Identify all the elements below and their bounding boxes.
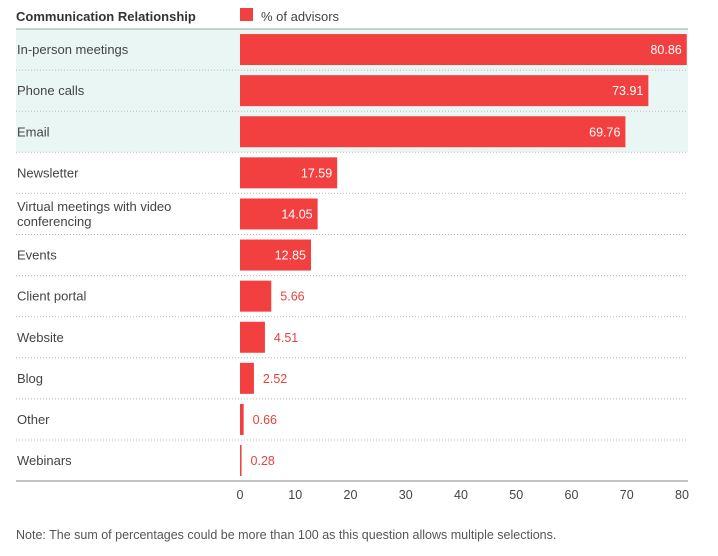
category-label: Phone calls [17, 83, 85, 98]
x-tick-label: 10 [288, 488, 302, 502]
bar [240, 239, 311, 271]
category-label: Webinars [17, 453, 72, 468]
category-label: Client portal [17, 289, 86, 304]
value-label: 12.85 [275, 249, 306, 263]
bar [240, 321, 265, 353]
value-label: 73.91 [612, 84, 643, 98]
value-label: 14.05 [281, 207, 312, 221]
category-label: Virtual meetings with video conferencing [17, 199, 171, 229]
value-label: 69.76 [589, 125, 620, 139]
x-tick-label: 20 [344, 488, 358, 502]
category-label: Other [17, 412, 50, 427]
x-tick-label: 0 [237, 488, 244, 502]
x-tick-label: 30 [399, 488, 413, 502]
x-tick-label: 60 [565, 488, 579, 502]
bar [240, 362, 254, 394]
value-label: 80.86 [650, 43, 681, 57]
value-label: 4.51 [274, 331, 298, 345]
x-tick-label: 80 [675, 488, 689, 502]
x-tick-label: 40 [454, 488, 468, 502]
category-label: In-person meetings [17, 42, 129, 57]
category-label: Email [17, 124, 50, 139]
footnote: Note: The sum of percentages could be mo… [16, 528, 557, 542]
bar [240, 403, 244, 435]
bars [240, 34, 687, 477]
bar [240, 157, 338, 189]
value-label: 2.52 [263, 372, 287, 386]
value-label: 0.28 [251, 454, 275, 468]
category-header: Communication Relationship [16, 9, 196, 24]
category-labels: In-person meetings Phone calls Email Newsle… [17, 42, 171, 468]
value-label: 0.66 [253, 413, 277, 427]
value-label: 17.59 [301, 166, 332, 180]
category-label: Newsletter [17, 165, 79, 180]
category-label: Events [17, 248, 57, 263]
legend-label: % of advisors [261, 9, 340, 24]
category-label: Blog [17, 371, 43, 386]
bar [240, 445, 242, 477]
bar [240, 116, 626, 148]
value-labels: 80.86 73.91 69.76 17.59 14.05 12.85 5.66 4.51 2.… [251, 43, 682, 468]
bar [240, 198, 318, 230]
chart: Communication Relationship % of advisors… [16, 8, 689, 502]
category-label: Website [17, 330, 64, 345]
bar [240, 280, 272, 312]
legend-swatch [240, 8, 253, 21]
row-separators [16, 28, 688, 441]
bar [240, 34, 687, 66]
x-tick-label: 50 [509, 488, 523, 502]
bar [240, 75, 649, 107]
x-tick-label: 70 [620, 488, 634, 502]
value-label: 5.66 [280, 290, 304, 304]
x-ticks: 0 10 20 30 40 50 60 70 80 [237, 488, 689, 502]
